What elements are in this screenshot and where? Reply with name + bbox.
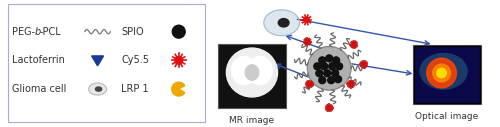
FancyBboxPatch shape [8, 4, 205, 122]
Text: LRP 1: LRP 1 [122, 84, 149, 94]
Text: Glioma cell: Glioma cell [12, 84, 67, 94]
Ellipse shape [420, 53, 467, 89]
FancyBboxPatch shape [414, 45, 480, 103]
Text: Lactoferrin: Lactoferrin [12, 55, 66, 65]
FancyBboxPatch shape [218, 44, 286, 108]
Circle shape [314, 63, 321, 70]
Circle shape [334, 76, 342, 83]
Text: SPIO: SPIO [122, 27, 144, 37]
Circle shape [432, 64, 450, 82]
Circle shape [316, 70, 322, 77]
Circle shape [308, 46, 351, 90]
Wedge shape [172, 82, 184, 96]
Text: MR image: MR image [230, 116, 274, 125]
Circle shape [319, 77, 326, 84]
Circle shape [326, 55, 332, 62]
Circle shape [321, 63, 328, 70]
Circle shape [336, 63, 342, 70]
Circle shape [426, 58, 456, 88]
Circle shape [324, 70, 330, 77]
Ellipse shape [96, 87, 102, 91]
Ellipse shape [264, 10, 300, 36]
Text: PEG-: PEG- [12, 27, 36, 37]
Text: -PCL: -PCL [39, 27, 61, 37]
Circle shape [332, 57, 340, 64]
Ellipse shape [248, 56, 272, 85]
Text: Optical image: Optical image [416, 112, 478, 121]
Circle shape [437, 68, 446, 78]
Ellipse shape [278, 19, 289, 27]
Circle shape [319, 57, 326, 64]
Ellipse shape [226, 48, 278, 97]
Text: b: b [34, 27, 40, 37]
Text: Cy5.5: Cy5.5 [122, 55, 150, 65]
Circle shape [175, 57, 182, 64]
Polygon shape [92, 56, 104, 66]
Circle shape [172, 25, 185, 38]
Ellipse shape [245, 65, 258, 80]
FancyBboxPatch shape [414, 45, 480, 104]
Circle shape [328, 63, 336, 70]
Circle shape [332, 70, 338, 77]
Ellipse shape [232, 56, 256, 85]
Circle shape [304, 17, 309, 22]
Circle shape [328, 77, 334, 84]
Ellipse shape [88, 83, 106, 95]
